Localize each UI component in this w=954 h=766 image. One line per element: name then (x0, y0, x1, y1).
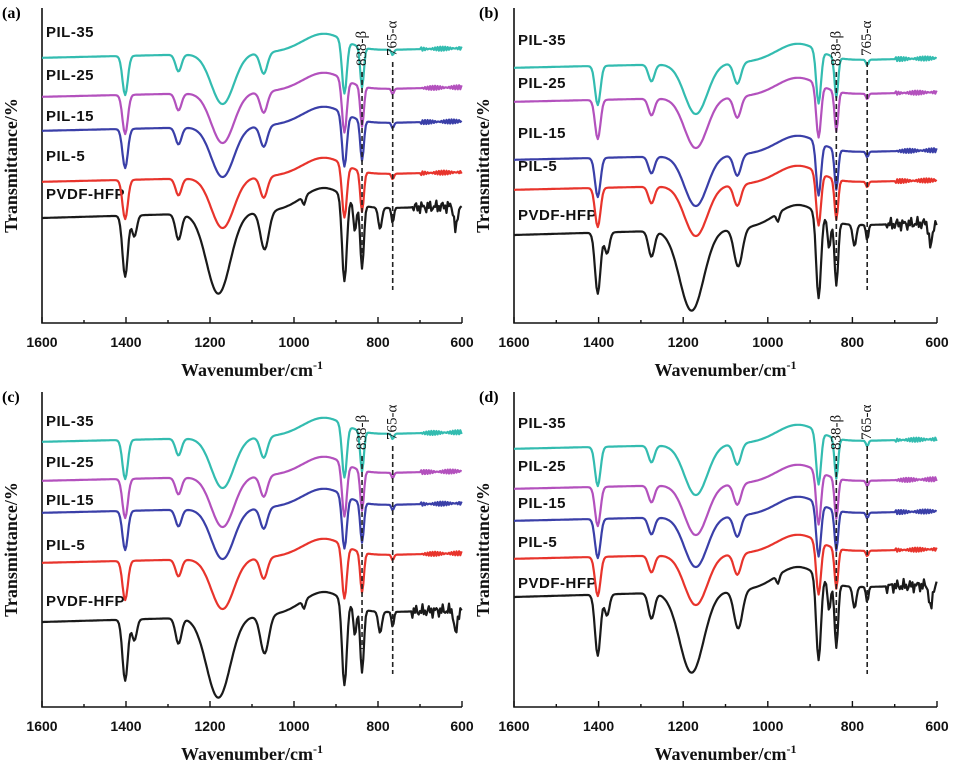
x-axis-title: Wavenumber/cm-1 (181, 742, 323, 764)
panel-label: (c) (2, 389, 20, 406)
ref-label-765: 765-α (385, 405, 401, 440)
series-pil-5-line (42, 156, 463, 230)
x-tick-label: 600 (925, 718, 949, 734)
series-label: PIL-15 (518, 125, 566, 142)
series-pil-15-line (514, 495, 938, 569)
x-tick-label: 800 (841, 334, 865, 350)
series-label: PVDF-HFP (46, 186, 125, 203)
x-axis-title: Wavenumber/cm-1 (655, 742, 797, 764)
x-tick-label: 1600 (26, 334, 57, 350)
series-pil-25-line (514, 76, 938, 150)
ref-label-838: 838-β (354, 31, 370, 66)
series-label: PIL-35 (46, 24, 94, 41)
x-tick-label: 600 (450, 718, 474, 734)
x-tick-label: 1000 (752, 334, 783, 350)
series-pil-15-line (42, 487, 463, 561)
ref-label-838: 838-β (828, 415, 844, 450)
x-tick-label: 1600 (26, 718, 57, 734)
series-label: PIL-15 (46, 492, 94, 509)
x-tick-label: 1000 (278, 334, 309, 350)
x-tick-label: 1200 (668, 334, 699, 350)
x-tick-label: 600 (925, 334, 949, 350)
panel-label: (b) (479, 5, 499, 22)
series-pil-25-line (42, 71, 463, 145)
x-tick-label: 1000 (752, 718, 783, 734)
series-label: PIL-5 (518, 158, 557, 175)
x-tick-label: 1000 (278, 718, 309, 734)
series-label: PVDF-HFP (46, 593, 125, 610)
x-tick-label: 1600 (498, 334, 529, 350)
series-pvdf-hfp-line (514, 565, 938, 674)
panel-label: (d) (479, 389, 499, 406)
series-label: PIL-25 (46, 67, 94, 84)
series-label: PIL-25 (518, 458, 566, 475)
x-tick-label: 1400 (110, 718, 141, 734)
x-tick-label: 800 (841, 718, 865, 734)
panel-1: 1600 1400 1200 1000 800 600 Wavenumber/cm-1 Tra… (1, 5, 474, 380)
series-pil-25-line (514, 463, 938, 537)
series-pvdf-hfp-line (42, 186, 463, 295)
x-tick-label: 1400 (583, 334, 614, 350)
series-pil-15-line (514, 134, 938, 208)
series-pil-35-line (42, 32, 463, 106)
series-pil-5-line (514, 164, 938, 238)
series-label: PIL-35 (46, 413, 94, 430)
series-label: PIL-15 (518, 495, 566, 512)
x-tick-label: 1400 (583, 718, 614, 734)
x-tick-label: 1400 (110, 334, 141, 350)
y-axis-title: Transmittance/% (473, 98, 493, 233)
series-pil-35-line (42, 416, 463, 490)
series-pil-25-line (42, 455, 463, 529)
series-label: PIL-35 (518, 415, 566, 432)
x-tick-label: 800 (366, 718, 390, 734)
series-pil-5-line (514, 533, 938, 607)
series-label: PIL-5 (46, 537, 85, 554)
ref-label-765: 765-α (385, 21, 401, 56)
series-label: PIL-25 (46, 454, 94, 471)
series-pil-35-line (514, 42, 938, 116)
series-label: PIL-25 (518, 75, 566, 92)
ref-label-838: 838-β (354, 415, 370, 450)
y-axis-title: Transmittance/% (1, 98, 21, 233)
x-axis-title: Wavenumber/cm-1 (181, 358, 323, 380)
x-tick-label: 1600 (498, 718, 529, 734)
series-pvdf-hfp-line (514, 203, 938, 312)
series-label: PIL-15 (46, 108, 94, 125)
series-pil-5-line (42, 537, 463, 611)
x-tick-label: 600 (450, 334, 474, 350)
ref-label-765: 765-α (859, 21, 875, 56)
x-tick-label: 800 (366, 334, 390, 350)
x-tick-label: 1200 (668, 718, 699, 734)
series-label: PIL-5 (518, 534, 557, 551)
series-label: PVDF-HFP (518, 207, 597, 224)
panel-label: (a) (2, 5, 21, 22)
x-tick-label: 1200 (194, 718, 225, 734)
ref-label-765: 765-α (859, 405, 875, 440)
series-label: PIL-5 (46, 148, 85, 165)
series-label: PVDF-HFP (518, 575, 597, 592)
panel-2: 1600 1400 1200 1000 800 600 Wavenumber/cm-1 Tra… (473, 5, 949, 380)
y-axis-title: Transmittance/% (1, 482, 21, 617)
panel-3: 1600 1400 1200 1000 800 600 Wavenumber/cm-1 Tra… (1, 389, 474, 764)
series-pil-15-line (42, 105, 463, 179)
x-tick-label: 1200 (194, 334, 225, 350)
ref-label-838: 838-β (828, 31, 844, 66)
y-axis-title: Transmittance/% (473, 482, 493, 617)
panel-4: 1600 1400 1200 1000 800 600 Wavenumber/cm-1 Tra… (473, 389, 949, 764)
x-axis-title: Wavenumber/cm-1 (655, 358, 797, 380)
series-pvdf-hfp-line (42, 590, 463, 699)
series-label: PIL-35 (518, 32, 566, 49)
series-pil-35-line (514, 423, 938, 497)
